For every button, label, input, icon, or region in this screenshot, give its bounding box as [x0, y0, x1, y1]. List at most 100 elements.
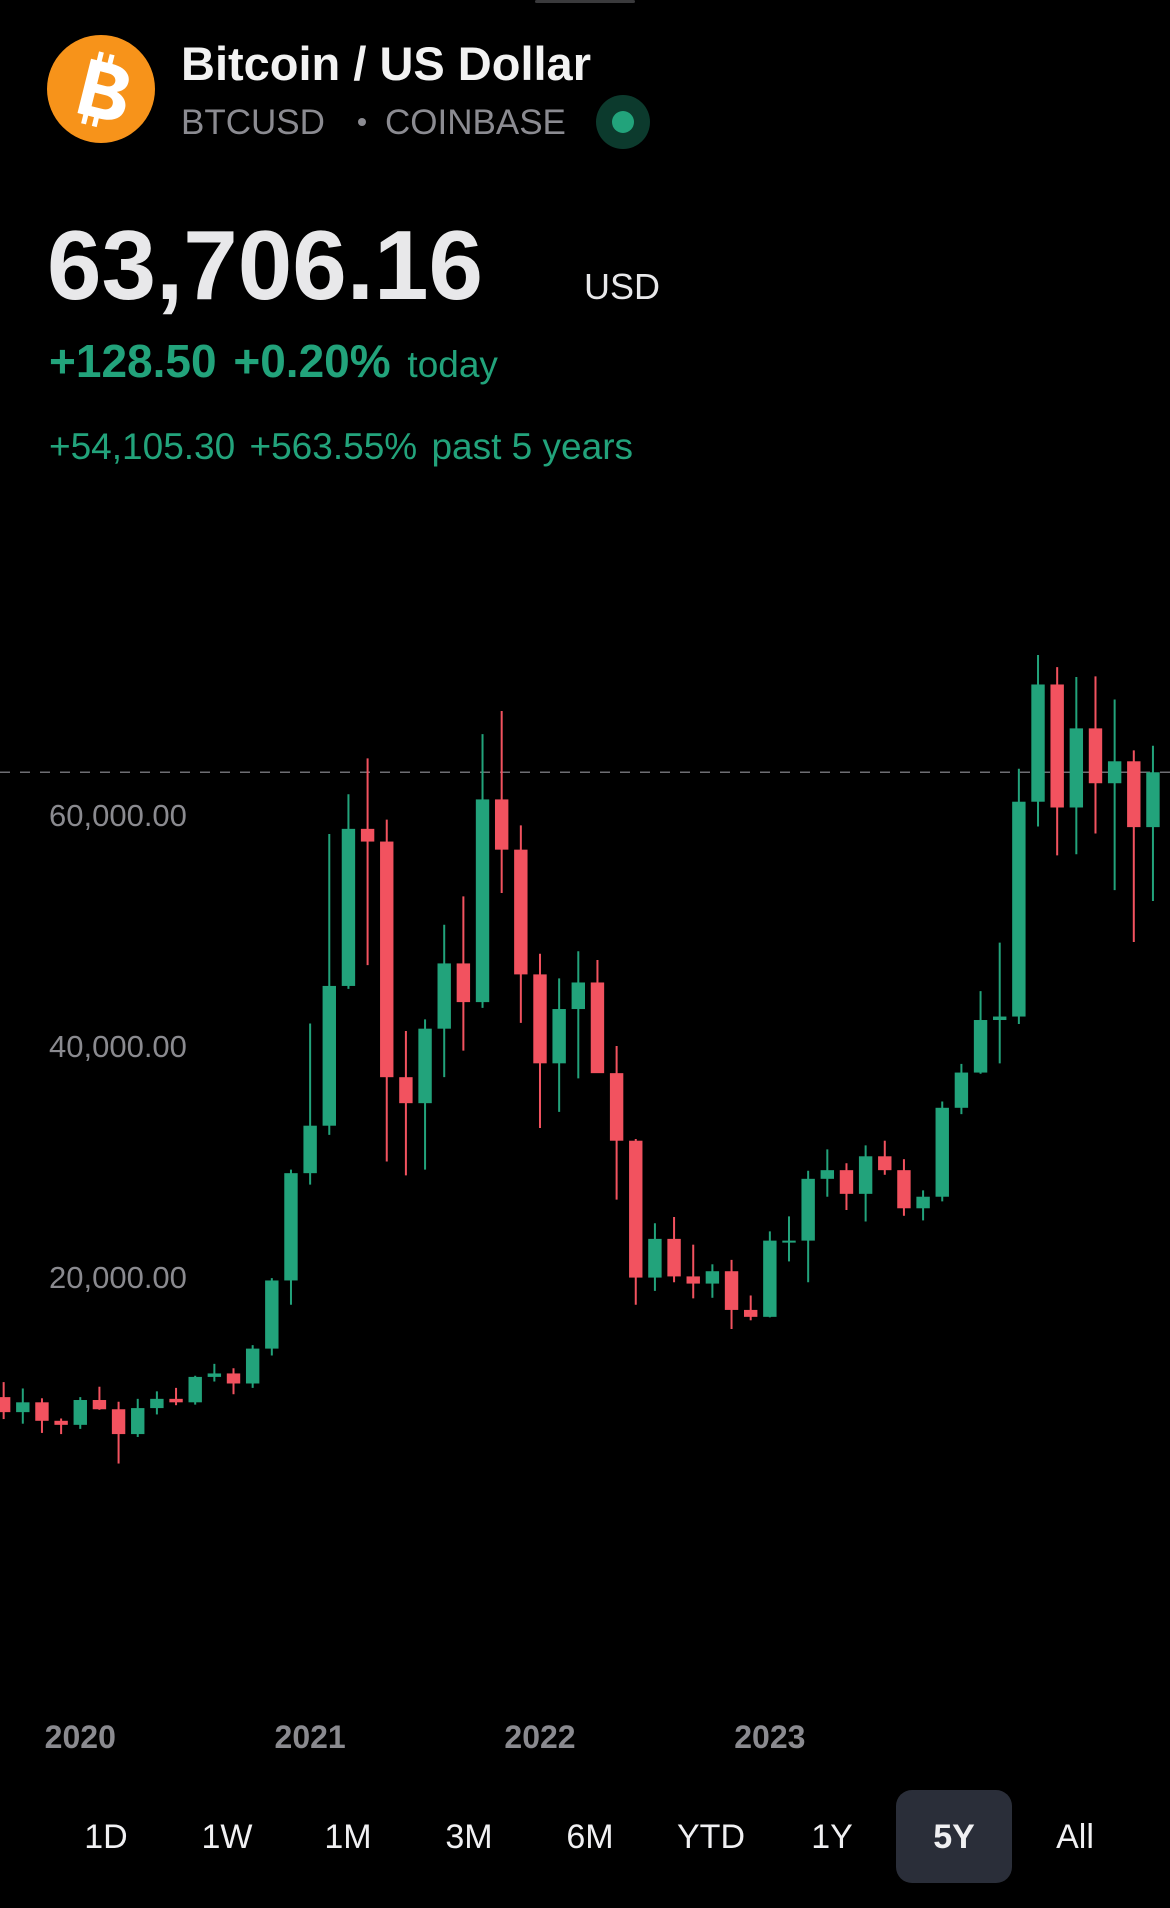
period-label: past 5 years: [431, 426, 633, 467]
range-selector: 1D 1W 1M 3M 6M YTD 1Y 5Y All: [84, 1790, 1094, 1883]
candle-body: [1012, 801, 1026, 1017]
candle-body: [399, 1077, 413, 1104]
change-today: +128.50: [49, 335, 217, 387]
candle-body: [131, 1408, 145, 1435]
candle-body: [878, 1156, 892, 1171]
candle-body: [609, 1073, 624, 1141]
candle-body: [552, 1009, 566, 1064]
candle-body: [1031, 684, 1045, 802]
range-button[interactable]: 1M: [324, 1818, 371, 1856]
candle-body: [54, 1420, 68, 1425]
live-indicator: [612, 111, 634, 133]
candle-body: [341, 828, 356, 986]
candle-body: [1107, 761, 1122, 784]
range-button[interactable]: 1D: [84, 1818, 127, 1856]
candle-body: [1127, 761, 1141, 828]
candle-body: [1050, 684, 1064, 808]
change-period-line: +54,105.30 +563.55% past 5 years: [49, 426, 633, 467]
candle-body: [0, 1397, 11, 1413]
candle-body: [743, 1309, 758, 1317]
candle-body: [973, 1020, 988, 1073]
candle-body: [456, 963, 471, 1003]
currency: USD: [584, 266, 660, 307]
candle-body: [801, 1178, 815, 1241]
change-period-pct: +563.55%: [250, 426, 418, 467]
candle-body: [265, 1280, 279, 1349]
range-button[interactable]: 6M: [566, 1818, 613, 1856]
x-tick-label: 2020: [45, 1719, 116, 1755]
candle-body: [571, 982, 585, 1010]
candle-body: [188, 1376, 202, 1403]
candle-body: [207, 1373, 222, 1377]
candle-body: [226, 1373, 241, 1384]
candle-body: [169, 1398, 183, 1403]
candle-body: [820, 1170, 835, 1179]
candle-body: [858, 1156, 873, 1194]
candle-body: [686, 1276, 700, 1284]
x-tick-label: 2021: [275, 1719, 346, 1755]
candle-body: [245, 1348, 260, 1384]
candle-body: [418, 1028, 432, 1104]
candle-body: [150, 1398, 164, 1409]
top-handle: [535, 0, 635, 3]
candle-body: [993, 1016, 1007, 1021]
candle-body: [437, 963, 451, 1029]
range-button[interactable]: 3M: [445, 1818, 492, 1856]
candle-body: [782, 1240, 796, 1243]
candle-body: [954, 1072, 969, 1108]
today-label: today: [407, 344, 498, 385]
separator-dot: [358, 118, 366, 126]
candle-body: [111, 1409, 126, 1435]
candle-body: [763, 1240, 777, 1317]
candle-body: [35, 1402, 49, 1421]
exchange: COINBASE: [385, 103, 566, 142]
candle-body: [916, 1196, 930, 1209]
candle-body: [629, 1140, 643, 1278]
y-tick-label: 20,000.00: [49, 1260, 187, 1295]
candle-body: [73, 1400, 87, 1425]
price: 63,706.16: [47, 210, 483, 320]
change-today-line: +128.50 +0.20% today: [49, 335, 498, 387]
candle-body: [533, 974, 547, 1064]
chart: 20,000.00 40,000.00 60,000.00 2020 2021 2022 2…: [0, 655, 1170, 1755]
candle-body: [705, 1271, 720, 1284]
candle-body: [92, 1400, 107, 1410]
candle-body: [475, 799, 490, 1003]
title: Bitcoin / US Dollar: [181, 37, 591, 90]
candle-body: [284, 1173, 298, 1281]
candle-body: [1146, 772, 1160, 828]
x-tick-label: 2023: [734, 1719, 805, 1755]
candle-body: [16, 1402, 30, 1413]
range-button[interactable]: 1W: [202, 1818, 253, 1856]
candle-body: [590, 982, 605, 1074]
candle-body: [667, 1238, 681, 1277]
range-active-bg: [896, 1790, 1012, 1883]
range-button[interactable]: All: [1056, 1818, 1094, 1856]
change-today-pct: +0.20%: [233, 335, 390, 387]
candle-body: [303, 1125, 317, 1174]
candle-body: [935, 1107, 949, 1197]
change-period: +54,105.30: [49, 426, 235, 467]
x-tick-label: 2022: [504, 1719, 575, 1755]
candle-body: [1069, 728, 1084, 808]
y-tick-label: 40,000.00: [49, 1029, 187, 1064]
candle-body: [322, 985, 336, 1126]
range-button[interactable]: 1Y: [811, 1818, 853, 1856]
bitcoin-logo: [47, 35, 155, 143]
logo-glyph: [77, 51, 129, 128]
range-button[interactable]: YTD: [677, 1818, 745, 1856]
candle-body: [360, 828, 375, 842]
candle-body: [380, 841, 394, 1078]
candle-body: [648, 1238, 662, 1278]
candle-body: [494, 799, 509, 850]
candle-body: [724, 1271, 739, 1310]
y-tick-label: 60,000.00: [49, 798, 187, 833]
candle-body: [1088, 728, 1103, 784]
symbol: BTCUSD: [181, 103, 325, 142]
range-button[interactable]: 5Y: [933, 1818, 975, 1856]
candle-body: [514, 849, 528, 975]
candle-body: [839, 1170, 854, 1194]
